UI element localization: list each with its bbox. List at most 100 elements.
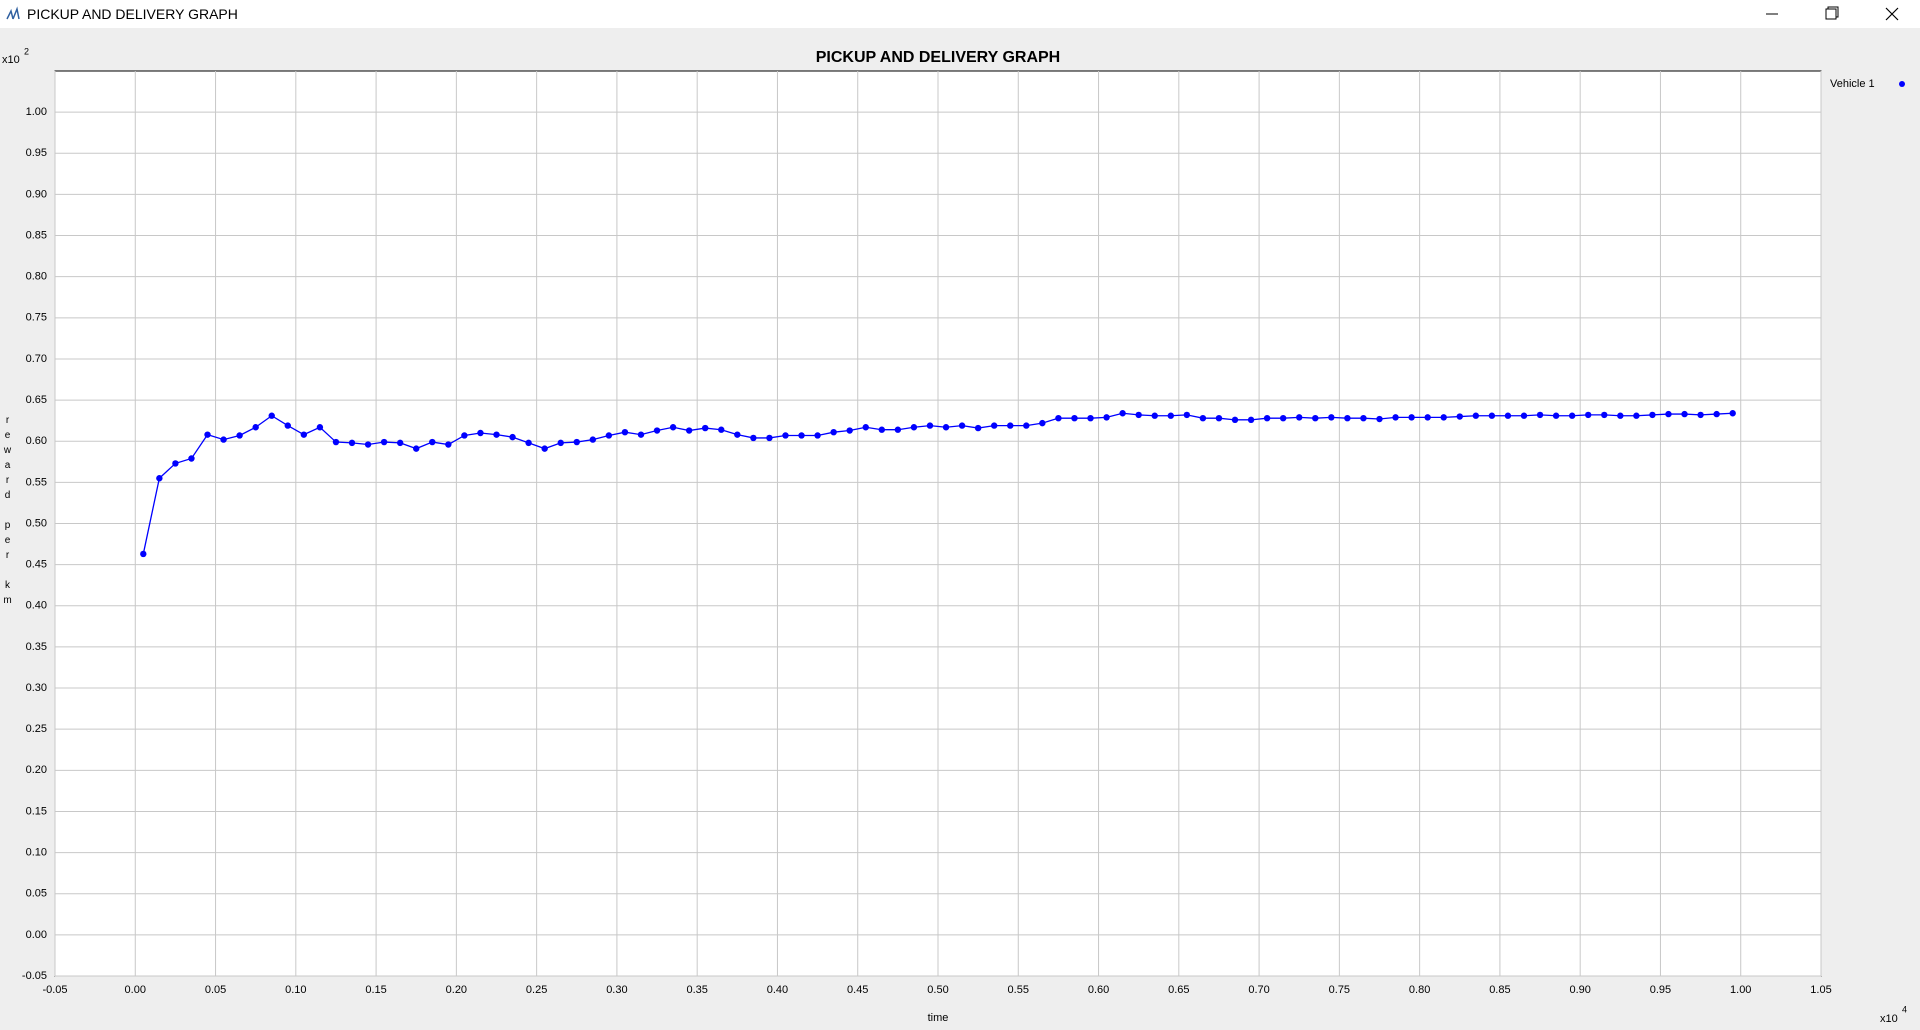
point <box>1167 412 1174 419</box>
point <box>236 432 243 439</box>
point <box>1344 414 1351 422</box>
point <box>509 433 516 441</box>
point <box>573 438 580 446</box>
point <box>525 439 532 447</box>
point <box>172 460 179 467</box>
point <box>413 445 420 452</box>
point <box>1360 414 1367 422</box>
x-tick-label: 1.00 <box>1730 984 1751 996</box>
point <box>734 431 741 438</box>
point <box>300 431 308 438</box>
x-tick-label: 0.20 <box>446 984 467 996</box>
point <box>1697 411 1704 419</box>
point <box>380 438 388 446</box>
title-bar: PICKUP AND DELIVERY GRAPH <box>0 0 1920 28</box>
point <box>894 426 902 433</box>
point <box>541 445 548 452</box>
legend-label: Vehicle 1 <box>1830 78 1875 90</box>
point <box>252 424 259 431</box>
y-tick-label: 0.90 <box>26 188 47 200</box>
point <box>1424 414 1431 421</box>
y-tick-label: 0.30 <box>26 682 47 694</box>
point <box>750 434 757 442</box>
point <box>1215 414 1223 422</box>
y-tick-label: -0.05 <box>22 970 47 982</box>
point <box>1456 413 1463 420</box>
point <box>814 432 821 439</box>
series-line <box>142 412 1733 555</box>
point <box>862 424 869 431</box>
point <box>942 424 950 431</box>
point <box>1199 414 1207 422</box>
point <box>1617 412 1624 419</box>
x-tick-label: 0.55 <box>1008 984 1029 996</box>
point <box>958 422 966 429</box>
close[interactable] <box>1885 7 1899 21</box>
x-tick-label: 0.70 <box>1248 984 1269 996</box>
y-tick-label: 0.20 <box>26 764 47 776</box>
y-tick-label: 0.80 <box>26 271 47 283</box>
point <box>1263 414 1271 422</box>
y-tick-label: 0.60 <box>26 435 47 447</box>
point <box>926 422 934 429</box>
x-tick-label: 0.00 <box>125 984 146 996</box>
point <box>1312 414 1319 422</box>
window-title: PICKUP AND DELIVERY GRAPH <box>27 6 238 22</box>
point <box>1296 414 1303 421</box>
point <box>156 475 163 482</box>
restore[interactable] <box>1825 8 1837 20</box>
x-tick-label: -0.05 <box>42 984 67 996</box>
point <box>1151 412 1158 419</box>
point <box>1552 412 1560 419</box>
point <box>1023 422 1030 429</box>
point <box>1520 412 1528 419</box>
x-tick-label: 0.25 <box>526 984 547 996</box>
point <box>1103 414 1110 421</box>
y-tick-label: 0.40 <box>26 600 47 612</box>
y-tick-label: 0.65 <box>26 394 47 406</box>
point <box>364 441 372 448</box>
point <box>1633 412 1640 419</box>
point <box>268 412 275 419</box>
point <box>910 424 918 431</box>
point <box>461 432 468 439</box>
point <box>653 427 661 434</box>
point <box>1376 415 1383 423</box>
point <box>766 434 773 442</box>
window-controls[interactable] <box>1740 0 1920 28</box>
point <box>1536 411 1544 419</box>
app-icon <box>6 6 20 20</box>
point <box>316 424 324 431</box>
x-tick-label: 1.05 <box>1810 984 1831 996</box>
chart: PICKUP AND DELIVERY GRAPH time x10 2 x10… <box>2 46 1907 1025</box>
point <box>702 424 709 432</box>
chart-title: PICKUP AND DELIVERY GRAPH <box>816 49 1060 66</box>
point <box>637 431 645 438</box>
y-tick-label: 0.95 <box>26 147 47 159</box>
point <box>1408 414 1415 421</box>
point <box>1055 414 1062 422</box>
point <box>396 439 404 447</box>
point <box>332 438 340 446</box>
point <box>798 432 805 439</box>
point <box>220 436 227 443</box>
point <box>1231 416 1239 424</box>
point <box>830 428 837 436</box>
point <box>284 422 291 429</box>
point <box>1713 410 1720 418</box>
x-tick-label: 0.75 <box>1329 984 1350 996</box>
legend-marker <box>1899 81 1905 87</box>
point <box>1665 410 1672 418</box>
point <box>429 438 436 446</box>
point <box>1087 414 1094 422</box>
x-tick-label: 0.60 <box>1088 984 1109 996</box>
point <box>1328 414 1335 421</box>
point <box>204 431 211 438</box>
y-tick-label: 0.55 <box>26 476 47 488</box>
point <box>605 432 613 439</box>
point <box>1649 411 1656 419</box>
x-tick-label: 0.90 <box>1569 984 1590 996</box>
point <box>1135 411 1142 419</box>
y-tick-label: 0.35 <box>26 641 47 653</box>
